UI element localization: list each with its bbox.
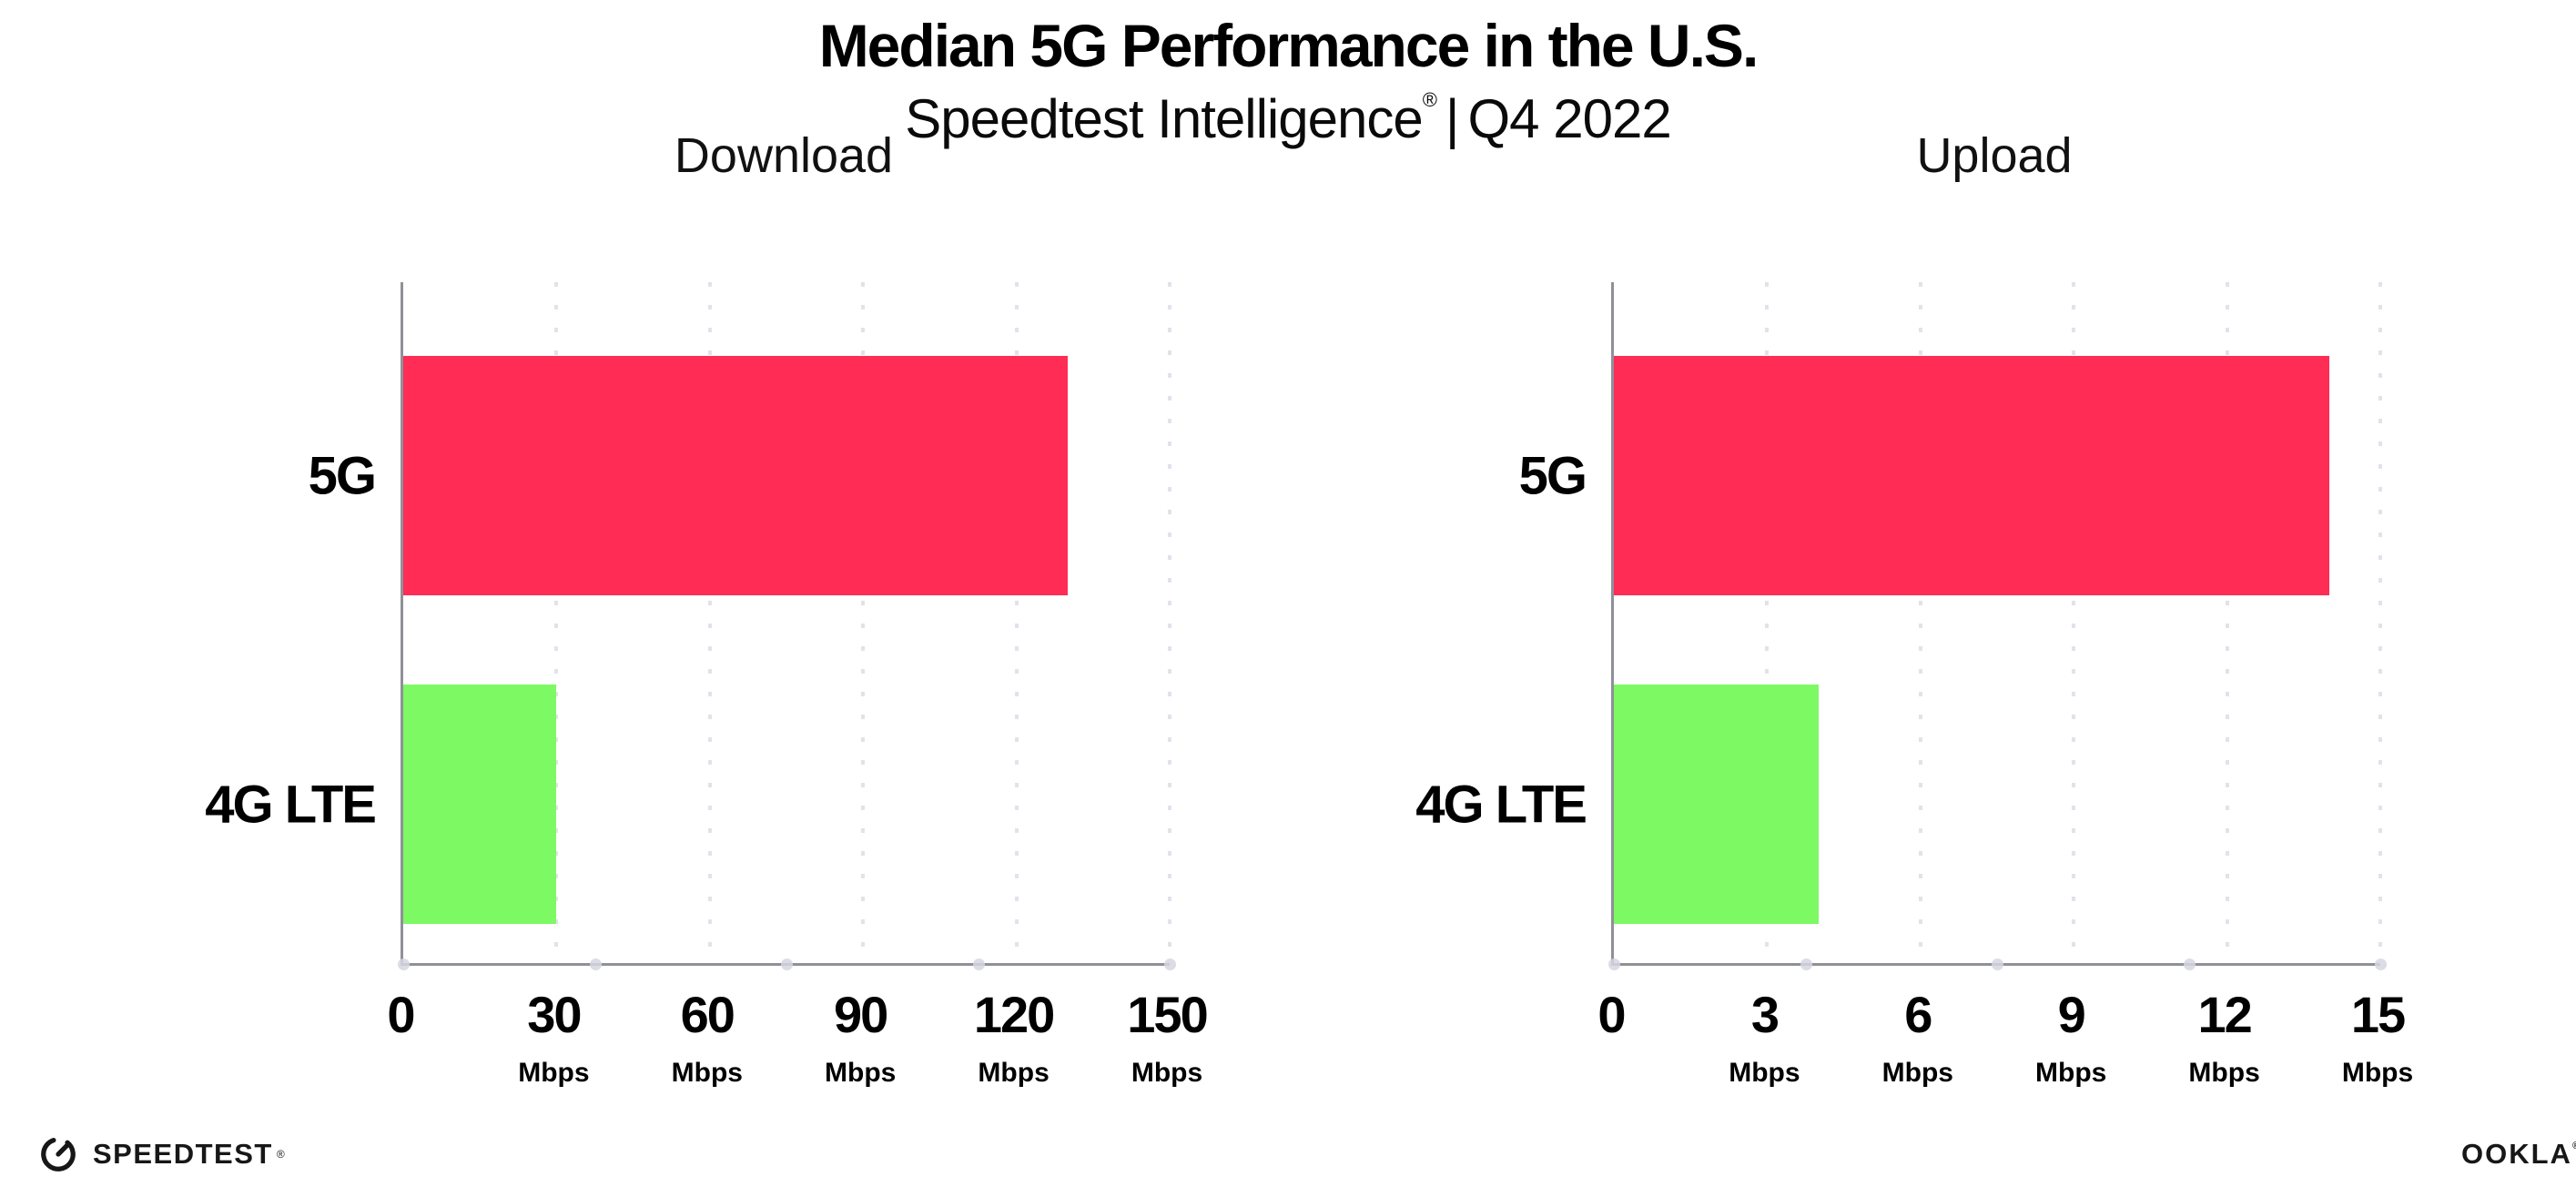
tick-label: 60 xyxy=(680,986,735,1043)
tick-label: 3 xyxy=(1750,986,1780,1043)
tick-label: 0 xyxy=(387,986,415,1043)
gridline xyxy=(2225,282,2229,963)
gridline xyxy=(1918,282,1922,963)
axis-dot xyxy=(1992,959,2003,970)
x-axis-ticks: 0 30 Mbps 60 Mbps 90 Mbps 120 Mbps 150 Mbps xyxy=(387,963,1208,1109)
x-axis-ticks: 0 3 Mbps 6 Mbps 9 Mbps 12 Mbps 15 Mbps xyxy=(1597,963,2413,1109)
category-label-4g-lte: 4G LTE xyxy=(205,775,377,834)
axis-dot xyxy=(1608,959,1620,970)
tick-unit-label: Mbps xyxy=(2188,1058,2260,1088)
plot-area-download xyxy=(398,282,1176,970)
category-labels: 5G 4G LTE xyxy=(1302,282,1587,963)
tick-unit-label: Mbps xyxy=(1131,1058,1203,1088)
tick-label: 90 xyxy=(834,986,888,1043)
axis-dot xyxy=(781,959,793,970)
axis-dot xyxy=(1164,959,1176,970)
bar-5g xyxy=(1614,356,2329,595)
gridline xyxy=(707,282,712,963)
tick-label: 30 xyxy=(527,986,582,1043)
ookla-wordmark: OOKLA xyxy=(2461,1138,2572,1170)
tick-unit-label: Mbps xyxy=(978,1058,1050,1088)
bar-4g-lte xyxy=(1614,685,1819,924)
gridline xyxy=(554,282,559,963)
plot-area-upload xyxy=(1608,282,2387,970)
speedtest-trademark: ® xyxy=(276,1148,285,1161)
tick-unit-label: Mbps xyxy=(825,1058,897,1088)
gridline xyxy=(861,282,866,963)
tick-unit-label: Mbps xyxy=(1881,1058,1953,1088)
category-labels: 5G 4G LTE xyxy=(91,282,377,963)
category-label-4g-lte: 4G LTE xyxy=(1415,775,1587,834)
page-title: Median 5G Performance in the U.S. xyxy=(818,12,1760,79)
subtitle-period: Q4 2022 xyxy=(1467,88,1672,149)
tick-label: 120 xyxy=(973,986,1055,1043)
bar-5g xyxy=(403,356,1068,595)
download-chart: Download 5G 4G LTE 0 30 Mbps 60 Mbps 90 Mbps 120… xyxy=(91,127,1293,1111)
chart-title-upload: Upload xyxy=(1916,128,2073,183)
tick-unit-label: Mbps xyxy=(2341,1058,2414,1088)
tick-label: 15 xyxy=(2350,986,2406,1043)
gridline xyxy=(1168,282,1171,963)
bar-4g-lte xyxy=(403,685,557,924)
axis-dot xyxy=(398,959,410,970)
tick-unit-label: Mbps xyxy=(671,1058,743,1088)
header: Median 5G Performance in the U.S. Speedt… xyxy=(0,0,2576,150)
speedtest-wordmark: SPEEDTEST xyxy=(93,1138,273,1170)
axis-dot xyxy=(972,959,985,970)
tick-label: 0 xyxy=(1597,986,1626,1043)
tick-unit-label: Mbps xyxy=(1729,1058,1800,1088)
gridline xyxy=(2072,282,2076,963)
ookla-trademark: ® xyxy=(2572,1141,2576,1151)
axis-dot xyxy=(2183,959,2196,970)
axis-dot xyxy=(589,959,602,970)
upload-chart: Upload 5G 4G LTE 0 3 Mbps 6 Mbps 9 Mbps 12 Mbps 15… xyxy=(1302,127,2503,1111)
tick-unit-label: Mbps xyxy=(518,1058,590,1088)
registered-mark: ® xyxy=(1422,88,1437,111)
gridline xyxy=(1014,282,1019,963)
page-subtitle: Speedtest Intelligence® | Q4 2022 xyxy=(0,87,2576,150)
category-label-5g: 5G xyxy=(1518,446,1587,505)
chart-title-download: Download xyxy=(674,128,894,183)
ookla-logo: OOKLA® xyxy=(2461,1138,2576,1171)
tick-unit-label: Mbps xyxy=(2035,1058,2107,1088)
subtitle-brand: Speedtest Intelligence xyxy=(905,88,1423,149)
axis-dot xyxy=(2375,959,2387,970)
gridline xyxy=(2378,282,2382,963)
tick-label: 150 xyxy=(1127,986,1208,1043)
speedtest-logo: SPEEDTEST ® xyxy=(38,1134,285,1174)
subtitle-separator: | xyxy=(1445,88,1460,149)
tick-label: 9 xyxy=(2057,986,2086,1043)
speedtest-gauge-icon xyxy=(41,1137,76,1172)
tick-label: 6 xyxy=(1904,986,1932,1043)
gridline xyxy=(1765,282,1770,963)
axis-dot xyxy=(1800,959,1812,970)
category-label-5g: 5G xyxy=(308,446,377,505)
tick-label: 12 xyxy=(2197,986,2252,1043)
